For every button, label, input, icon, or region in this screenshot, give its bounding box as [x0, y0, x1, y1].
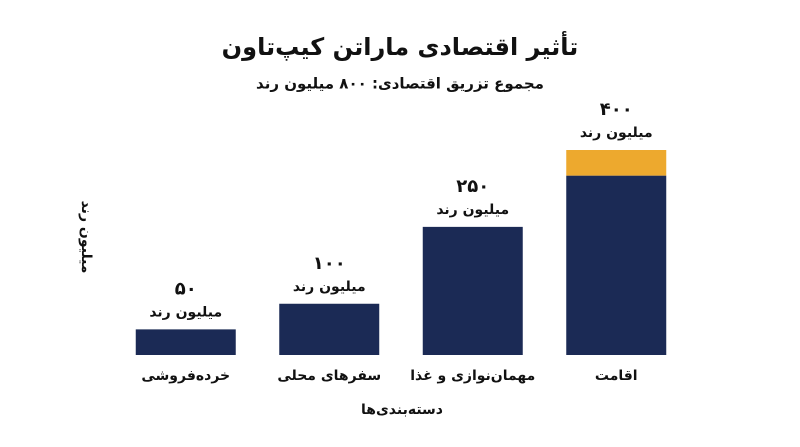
- x-tick-label: مهمان‌نوازی و غذا: [410, 368, 535, 384]
- bar: [566, 150, 667, 176]
- value-unit: میلیون رند: [580, 125, 653, 141]
- value-label: ۱۰۰: [313, 253, 346, 274]
- bar: [422, 226, 523, 355]
- x-tick-label: خرده‌فروشی: [141, 368, 230, 384]
- y-axis-label: میلیون رند: [78, 201, 94, 274]
- x-tick-label: سفرهای محلی: [277, 368, 381, 384]
- chart-subtitle: مجموع تزریق اقتصادی: ۸۰۰ میلیون رند: [256, 75, 544, 93]
- value-unit: میلیون رند: [149, 304, 222, 320]
- chart-title: تأثیر اقتصادی ماراتن کیپ‌تاون: [222, 31, 579, 61]
- x-tick-label: اقامت: [595, 368, 638, 384]
- bar: [279, 303, 380, 355]
- bar: [566, 175, 667, 355]
- value-label: ۲۵۰: [456, 176, 489, 197]
- value-unit: میلیون رند: [293, 279, 366, 295]
- value-label: ۴۰۰: [600, 99, 633, 120]
- bar: [135, 329, 236, 355]
- x-axis-label: دسته‌بندی‌ها: [361, 402, 443, 418]
- value-unit: میلیون رند: [436, 202, 509, 218]
- value-label: ۵۰: [175, 278, 197, 299]
